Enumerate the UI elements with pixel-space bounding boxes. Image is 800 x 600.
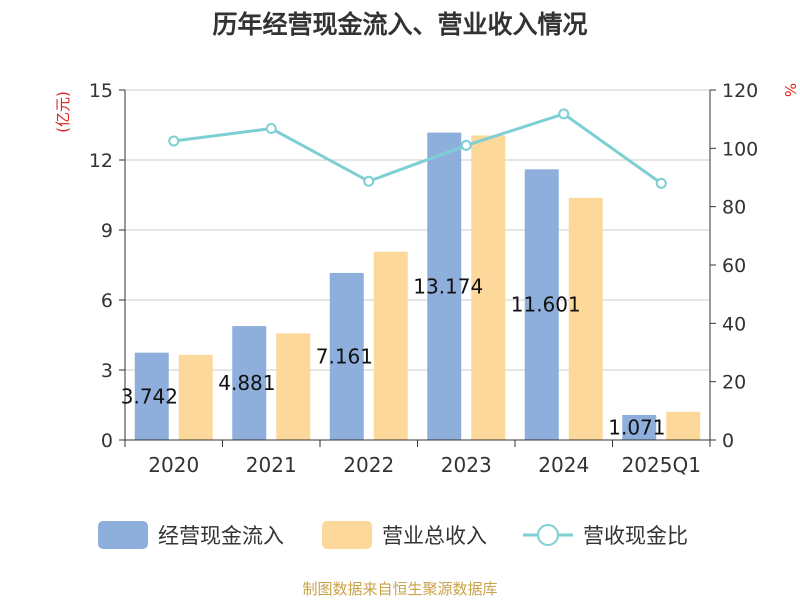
x-tick-label: 2023 (441, 453, 492, 477)
left-tick-label: 12 (89, 150, 113, 172)
data-label: 1.071 (608, 416, 665, 440)
ratio-point (460, 139, 472, 151)
right-tick-label: 120 (722, 80, 758, 102)
ratio-point (363, 175, 375, 187)
bar-revenue (471, 135, 506, 440)
bar-revenue (276, 333, 311, 440)
bar-cash-inflow (134, 352, 169, 440)
data-label: 4.881 (218, 371, 275, 395)
bar-revenue (666, 411, 701, 440)
data-label: 11.601 (511, 293, 581, 317)
bars-layer (134, 132, 701, 440)
legend-swatch-ratio-marker (537, 524, 559, 546)
left-axis-unit: (亿元) (54, 91, 72, 133)
right-tick-label: 20 (722, 372, 746, 394)
left-tick-label: 3 (101, 360, 113, 382)
bar-revenue (373, 251, 408, 440)
legend-label-revenue: 营业总收入 (382, 524, 487, 548)
left-tick-label: 0 (101, 430, 113, 452)
data-label: 7.161 (316, 344, 373, 368)
bar-revenue (568, 197, 603, 440)
left-tick-label: 6 (101, 290, 113, 312)
data-label: 13.174 (413, 274, 483, 298)
legend-swatch-cash-inflow (98, 521, 148, 549)
x-tick-label: 2021 (246, 453, 297, 477)
ratio-point (655, 177, 667, 189)
line-layer (168, 108, 667, 189)
bar-cash-inflow (329, 272, 364, 440)
right-axis-unit: % (781, 83, 799, 97)
bar-revenue (178, 354, 213, 440)
x-tick-label: 2020 (148, 453, 199, 477)
ratio-point (558, 108, 570, 120)
label-layer: 3.742 4.881 7.161 13.174 11.601 1.071 (121, 274, 666, 439)
right-tick-label: 80 (722, 197, 746, 219)
bar-cash-inflow (524, 169, 559, 440)
legend-label-cash-inflow: 经营现金流入 (158, 524, 284, 548)
bar-cash-inflow (232, 326, 267, 440)
bar-cash-inflow (427, 132, 462, 440)
right-tick-label: 40 (722, 313, 746, 335)
x-tick-label: 2022 (343, 453, 394, 477)
data-label: 3.742 (121, 384, 178, 408)
right-tick-label: 60 (722, 255, 746, 277)
right-tick-label: 100 (722, 138, 758, 160)
ratio-line (173, 112, 663, 185)
source-note: 制图数据来自恒生聚源数据库 (302, 580, 497, 598)
ratio-point (265, 123, 277, 134)
legend-swatch-revenue (322, 521, 372, 549)
ratio-point (168, 135, 180, 147)
left-tick-label: 9 (101, 220, 113, 242)
right-tick-label: 0 (722, 430, 734, 452)
bar-cash-inflow (622, 415, 657, 440)
legend-label-ratio: 营收现金比 (583, 524, 688, 548)
axis-layer: 0 3 6 9 12 15 0 20 40 60 80 100 120 2020 2021 2022 2023 2… (89, 80, 758, 477)
legend: 经营现金流入 营业总收入 营收现金比 (98, 521, 688, 549)
x-tick-label: 2025Q1 (622, 453, 701, 477)
x-tick-label: 2024 (538, 453, 589, 477)
left-tick-label: 15 (89, 80, 113, 102)
chart-title: 历年经营现金流入、营业收入情况 (212, 10, 587, 39)
